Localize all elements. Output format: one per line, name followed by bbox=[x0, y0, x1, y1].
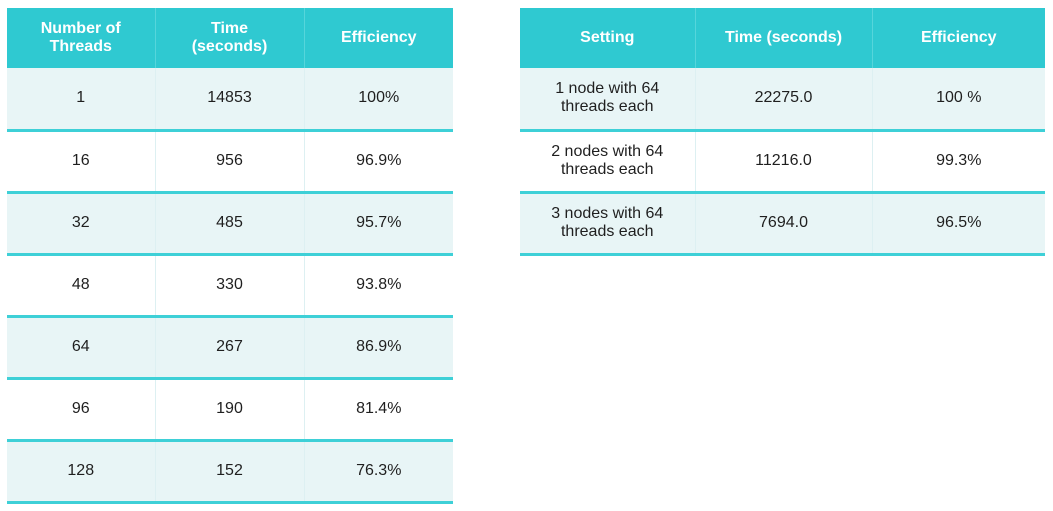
table-cell: 100% bbox=[303, 68, 453, 132]
table-cell: 93.8% bbox=[303, 254, 453, 318]
table-row: 32 485 95.7% bbox=[7, 192, 453, 256]
table-row: 128 152 76.3% bbox=[7, 440, 453, 504]
table-cell: 1 bbox=[7, 68, 155, 132]
table-cell: 16 bbox=[7, 130, 155, 194]
table-cell: 76.3% bbox=[303, 440, 453, 504]
table-cell: 190 bbox=[154, 378, 304, 442]
table-cell: 7694.0 bbox=[694, 192, 872, 256]
column-header: Efficiency bbox=[303, 8, 453, 68]
table-cell: 96.5% bbox=[871, 192, 1045, 256]
threads-scaling-table: Number of Threads Time (seconds) Efficienc… bbox=[7, 8, 453, 504]
table-cell: 100 % bbox=[871, 68, 1045, 132]
table-cell: 96.9% bbox=[303, 130, 453, 194]
table-cell: 86.9% bbox=[303, 316, 453, 380]
table-row: 1 14853 100% bbox=[7, 68, 453, 132]
table-cell: 956 bbox=[154, 130, 304, 194]
column-header: Setting bbox=[520, 8, 695, 68]
table-row: 96 190 81.4% bbox=[7, 378, 453, 442]
nodes-scaling-table: Setting Time (seconds) Efficiency 1 node w… bbox=[520, 8, 1045, 256]
table-row: 48 330 93.8% bbox=[7, 254, 453, 318]
table-body: 1 14853 100% 16 956 96.9% 32 485 95.7% 48 330 93.8%… bbox=[7, 68, 453, 504]
table-cell: 64 bbox=[7, 316, 155, 380]
table-cell: 1 node with 64 threads each bbox=[520, 68, 695, 132]
table-body: 1 node with 64 threads each 22275.0 100 % 2… bbox=[520, 68, 1045, 256]
table-cell: 96 bbox=[7, 378, 155, 442]
table-row: 16 956 96.9% bbox=[7, 130, 453, 194]
table-cell: 2 nodes with 64 threads each bbox=[520, 130, 695, 194]
table-cell: 152 bbox=[154, 440, 304, 504]
table-cell: 48 bbox=[7, 254, 155, 318]
table-cell: 32 bbox=[7, 192, 155, 256]
table-cell: 99.3% bbox=[871, 130, 1045, 194]
column-header: Efficiency bbox=[871, 8, 1045, 68]
table-cell: 267 bbox=[154, 316, 304, 380]
table-row: 3 nodes with 64 threads each 7694.0 96.5% bbox=[520, 192, 1045, 256]
table-row: 1 node with 64 threads each 22275.0 100 % bbox=[520, 68, 1045, 132]
table-cell: 485 bbox=[154, 192, 304, 256]
table-header: Setting Time (seconds) Efficiency bbox=[520, 8, 1045, 68]
table-cell: 3 nodes with 64 threads each bbox=[520, 192, 695, 256]
tables-container: Number of Threads Time (seconds) Efficienc… bbox=[7, 8, 1045, 504]
table-cell: 95.7% bbox=[303, 192, 453, 256]
table-cell: 14853 bbox=[154, 68, 304, 132]
table-header: Number of Threads Time (seconds) Efficienc… bbox=[7, 8, 453, 68]
column-header: Number of Threads bbox=[7, 8, 155, 68]
table-row: 2 nodes with 64 threads each 11216.0 99.3% bbox=[520, 130, 1045, 194]
table-cell: 81.4% bbox=[303, 378, 453, 442]
table-cell: 22275.0 bbox=[694, 68, 872, 132]
header-row: Setting Time (seconds) Efficiency bbox=[520, 8, 1045, 68]
table-cell: 11216.0 bbox=[694, 130, 872, 194]
table-cell: 128 bbox=[7, 440, 155, 504]
table-cell: 330 bbox=[154, 254, 304, 318]
header-row: Number of Threads Time (seconds) Efficienc… bbox=[7, 8, 453, 68]
column-header: Time (seconds) bbox=[694, 8, 872, 68]
table-row: 64 267 86.9% bbox=[7, 316, 453, 380]
column-header: Time (seconds) bbox=[154, 8, 304, 68]
